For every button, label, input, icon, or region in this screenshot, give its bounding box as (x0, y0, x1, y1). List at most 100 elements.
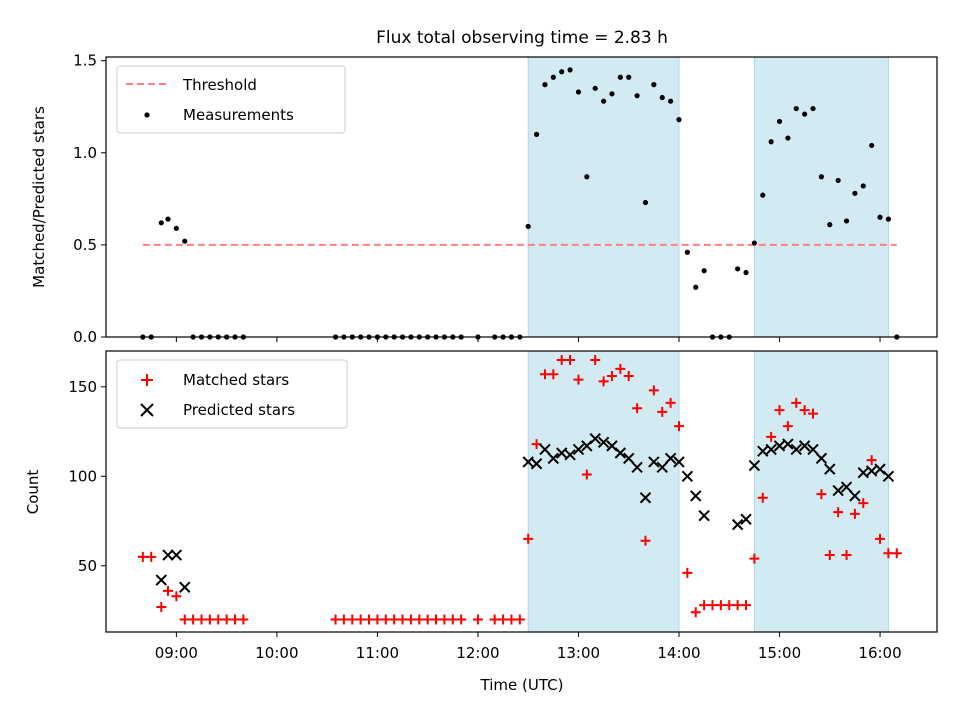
measurement-point (676, 117, 682, 123)
matched-star-point (472, 614, 483, 625)
matched-star-point (615, 363, 626, 374)
x-tick-label: 09:00 (155, 644, 198, 662)
top-y-ticks: 0.0 0.5 1.0 1.5 (73, 52, 106, 346)
predicted-star-point (757, 445, 769, 457)
matched-star-point (230, 614, 241, 625)
matched-star-point (749, 553, 760, 564)
matched-star-point (171, 591, 182, 602)
matched-star-point (581, 469, 592, 480)
predicted-star-points (155, 432, 895, 593)
matched-star-point (447, 614, 458, 625)
bottom-axes-frame (105, 350, 938, 633)
matched-star-point (539, 369, 550, 380)
x-tick-label: 11:00 (356, 644, 399, 662)
measurement-point (668, 98, 674, 104)
predicted-star-point (840, 481, 853, 493)
matched-star-point (808, 408, 819, 419)
measurement-point (693, 284, 699, 290)
predicted-star-point (731, 518, 744, 531)
top-y-axis-label: Matched/Predicted stars (30, 106, 48, 288)
matched-star-point (741, 600, 752, 611)
matched-star-point (640, 535, 651, 546)
predicted-star-point (849, 490, 861, 502)
matched-star-point (179, 614, 190, 625)
predicted-star-point (614, 447, 627, 459)
predicted-star-point (857, 466, 869, 479)
measurement-point (592, 85, 598, 91)
bottom-y-ticks: 50 100 150 (68, 378, 106, 575)
x-tick-label: 15:00 (758, 644, 801, 662)
measurement-point (760, 192, 766, 198)
shaded-interval-1 (527, 350, 680, 633)
predicted-star-point (698, 509, 710, 522)
measurement-point (701, 268, 707, 274)
matched-star-point (690, 607, 701, 618)
matched-star-point (757, 492, 768, 503)
measurement-point (885, 216, 892, 222)
matched-star-point (791, 397, 802, 408)
measurement-point (634, 93, 640, 99)
measurement-point (810, 105, 816, 112)
measurement-point (626, 74, 632, 80)
shaded-interval-2 (753, 56, 889, 338)
predicted-star-point (522, 456, 534, 468)
legend-predicted-swatch (140, 403, 154, 417)
predicted-star-point (547, 452, 560, 465)
predicted-star-point (170, 549, 183, 561)
matched-star-point (221, 614, 232, 625)
y-tick-label: 150 (68, 378, 97, 396)
matched-star-point (548, 369, 559, 380)
matched-star-point (498, 614, 509, 625)
matched-star-point (833, 507, 844, 518)
matched-star-point (204, 614, 215, 625)
matched-star-point (162, 585, 173, 596)
measurement-point (158, 220, 164, 226)
y-tick-label: 100 (68, 467, 97, 485)
measurement-point (173, 225, 179, 231)
matched-star-point (556, 354, 567, 365)
measurement-point (793, 105, 799, 112)
matched-star-point (405, 614, 416, 625)
matched-star-point (875, 533, 886, 544)
top-shaded-regions (527, 56, 889, 338)
y-tick-label: 1.0 (73, 144, 97, 162)
predicted-star-point (572, 443, 585, 456)
measurement-point (600, 98, 607, 104)
matched-star-point (456, 614, 467, 625)
matched-star-point (347, 614, 358, 625)
matched-star-point (188, 614, 199, 625)
matched-star-point (414, 614, 425, 625)
matched-star-point (338, 614, 349, 625)
matched-star-point (137, 551, 148, 562)
predicted-star-point (681, 470, 694, 482)
matched-star-point (213, 614, 224, 625)
matched-star-point (715, 600, 726, 611)
matched-star-point (422, 614, 433, 625)
measurement-point (542, 82, 548, 88)
predicted-star-point (530, 458, 543, 470)
bottom-panel: 50 100 150 09:00 10:00 11:00 12:00 13:00 14:00 1… (24, 350, 938, 694)
matched-star-point (355, 614, 366, 625)
predicted-star-point (623, 452, 635, 465)
measurement-point (869, 142, 875, 149)
predicted-star-point (564, 449, 576, 461)
measurement-point (533, 131, 540, 137)
predicted-star-point (748, 459, 761, 472)
measurement-point (684, 249, 690, 255)
predicted-star-point (832, 484, 844, 497)
measurement-point (584, 174, 590, 180)
matched-star-point (606, 371, 617, 382)
top-axes-frame (105, 56, 938, 338)
matched-star-point (766, 431, 777, 442)
matched-star-point (673, 421, 684, 432)
matched-star-point (389, 614, 400, 625)
y-tick-label: 0.0 (73, 328, 97, 346)
measurement-point (877, 214, 883, 220)
measurement-point (575, 89, 582, 95)
predicted-star-point (155, 574, 167, 586)
top-x-ticks (175, 337, 881, 342)
measurement-point (165, 216, 171, 222)
measurement-point (651, 82, 657, 88)
matched-star-point (665, 397, 676, 408)
matched-star-point (573, 374, 584, 385)
